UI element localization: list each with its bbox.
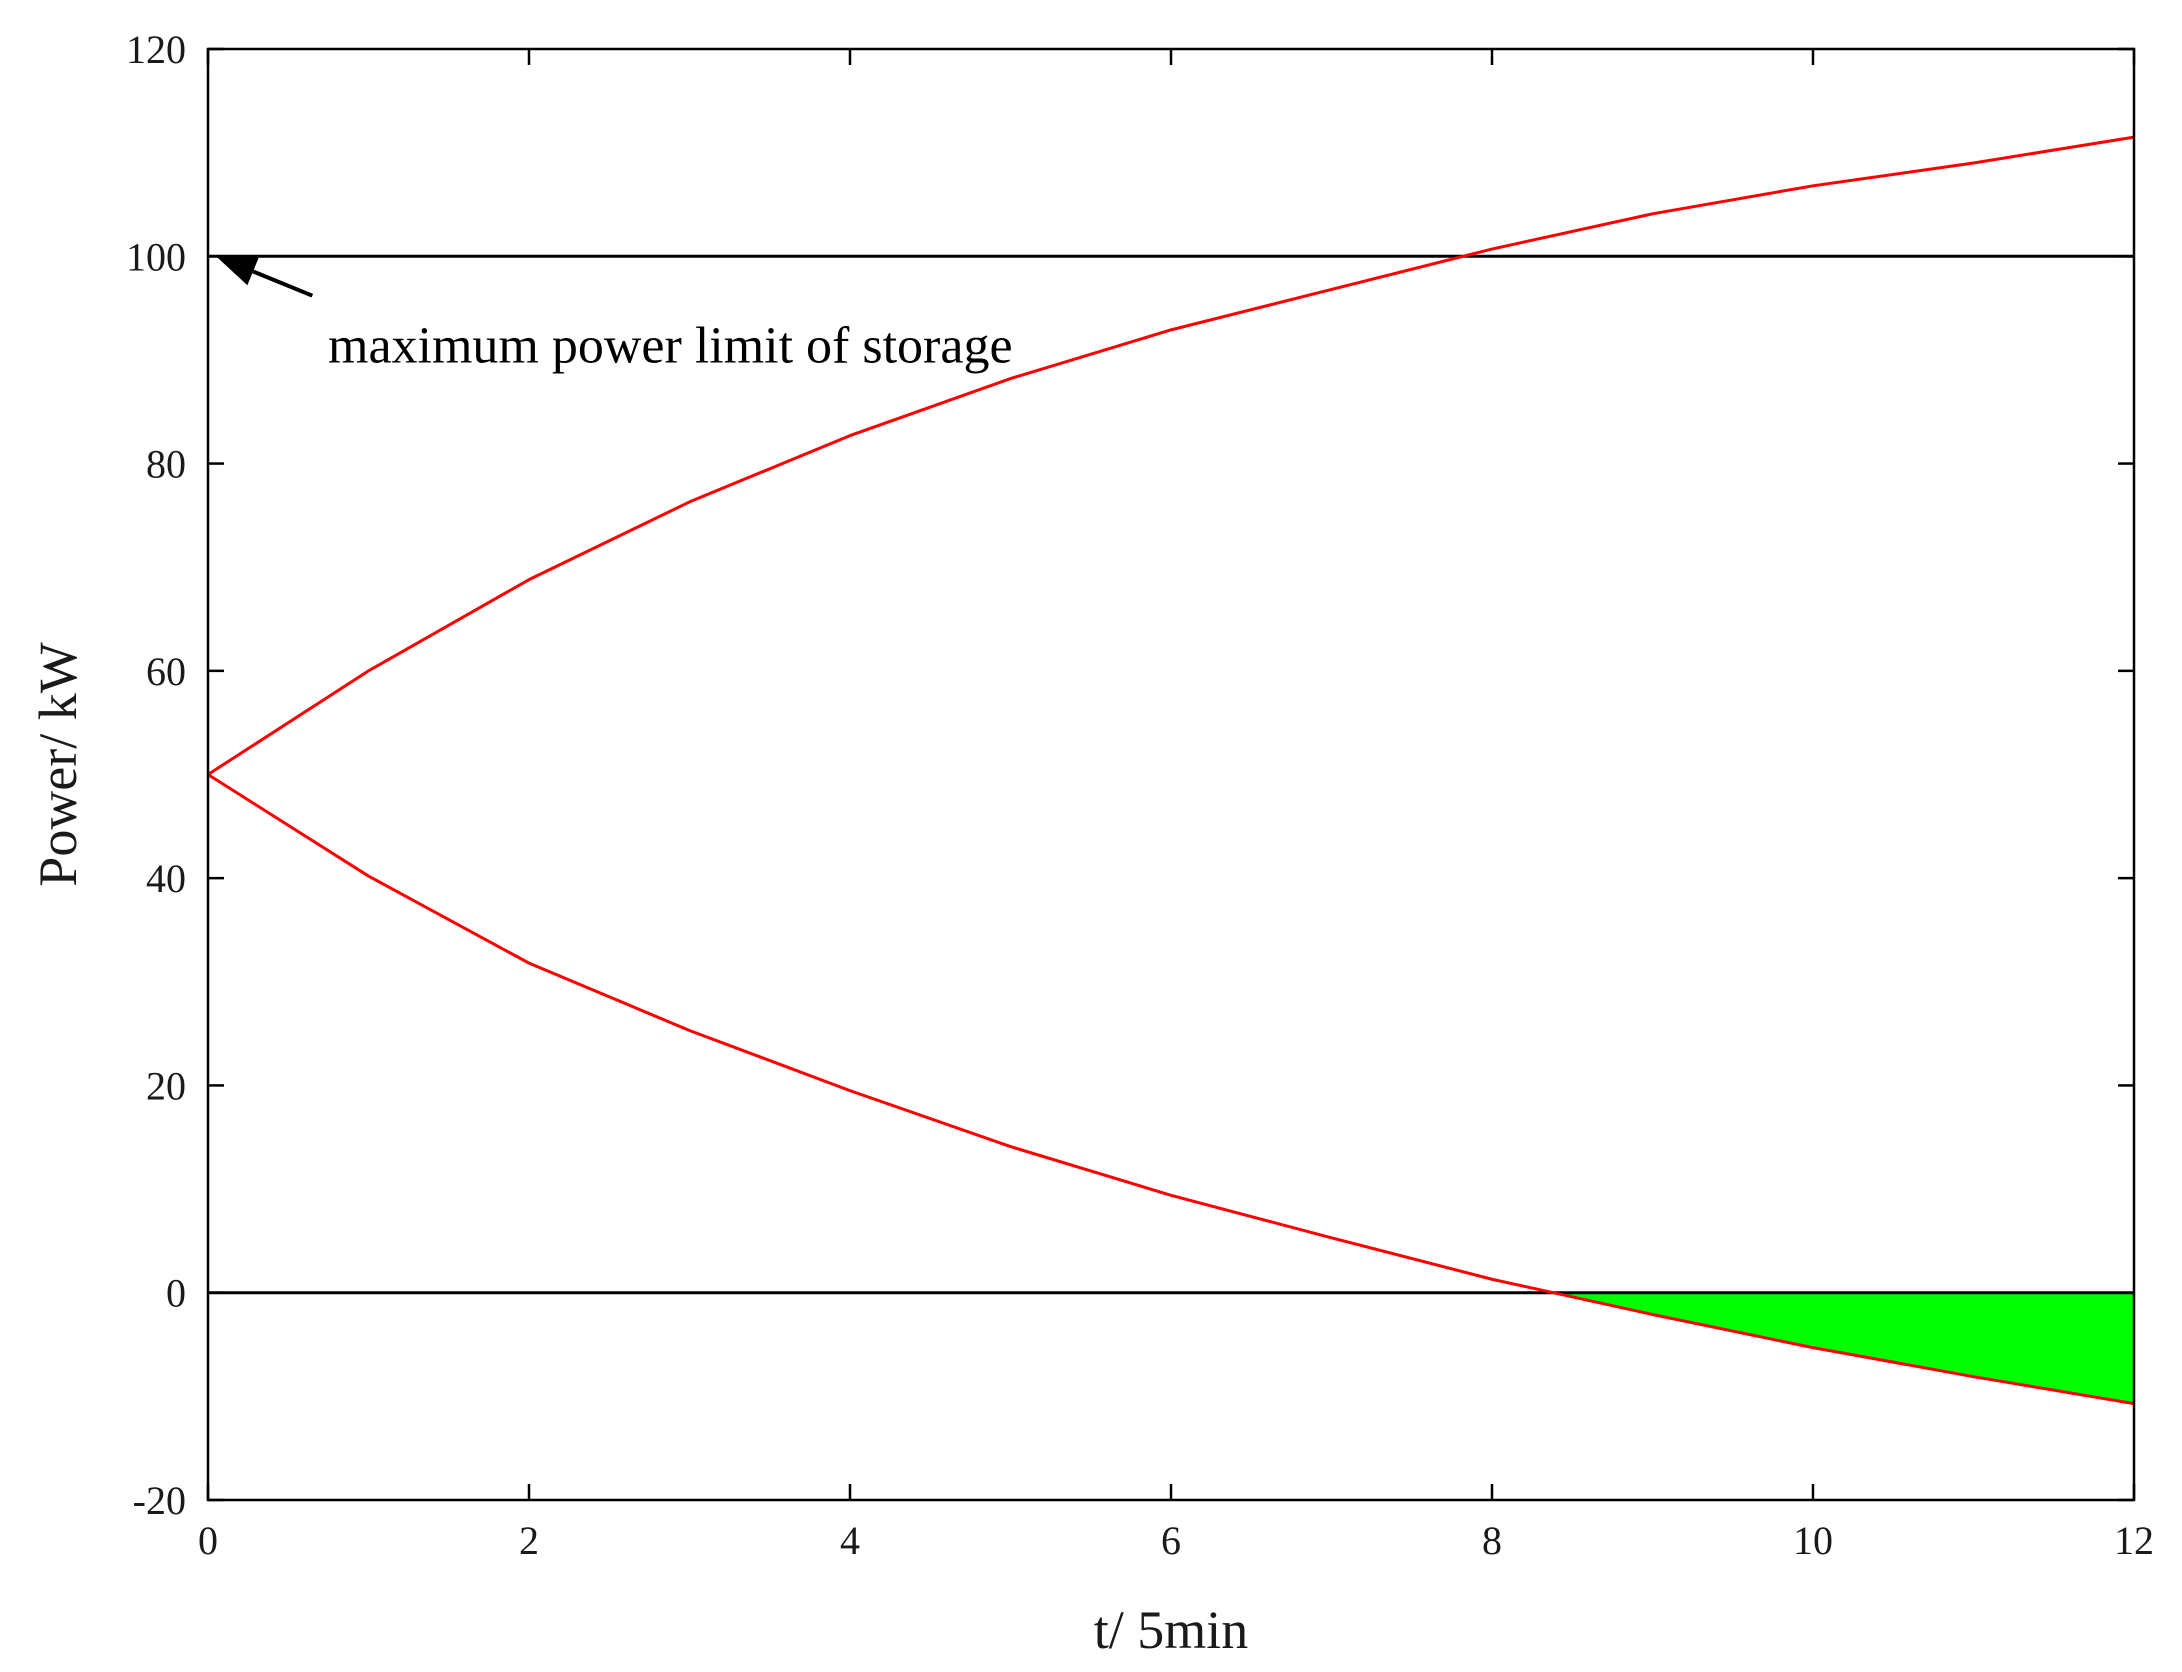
y-tick-label: -20: [133, 1478, 186, 1523]
x-tick-label: 6: [1161, 1518, 1181, 1563]
x-tick-label: 4: [840, 1518, 860, 1563]
y-tick-label: 0: [166, 1271, 186, 1316]
y-tick-label: 80: [146, 442, 186, 487]
y-tick-label: 120: [126, 27, 186, 72]
y-tick-label: 20: [146, 1063, 186, 1108]
annotation-arrow-shaft: [252, 269, 314, 298]
axis-ticks: [206, 47, 2136, 1502]
y-tick-labels: -20 0 20 40 60 80 100 120: [126, 27, 186, 1523]
annotation: maximum power limit of storage: [216, 256, 1013, 374]
x-axis-title: t/ 5min: [1094, 1600, 1249, 1660]
x-tick-label: 10: [1793, 1518, 1833, 1563]
series-lines: [207, 135, 2135, 1406]
x-tick-label: 0: [198, 1518, 218, 1563]
x-tick-labels: 0 2 4 6 8 10 12: [198, 1518, 2154, 1563]
reference-lines: [208, 254, 2134, 1295]
x-tick-label: 8: [1482, 1518, 1502, 1563]
y-axis-title: Power/ kW: [28, 642, 88, 886]
y-tick-label: 40: [146, 856, 186, 901]
upper-series-line: [207, 135, 2135, 776]
shaded-negative-region: [1552, 1292, 2134, 1404]
annotation-text: maximum power limit of storage: [328, 317, 1013, 374]
y-tick-label: 100: [126, 234, 186, 279]
x-tick-label: 2: [519, 1518, 539, 1563]
lower-series-line: [207, 773, 2135, 1406]
annotation-arrow-head: [216, 256, 259, 286]
x-tick-label: 12: [2114, 1518, 2154, 1563]
y-tick-label: 60: [146, 649, 186, 694]
